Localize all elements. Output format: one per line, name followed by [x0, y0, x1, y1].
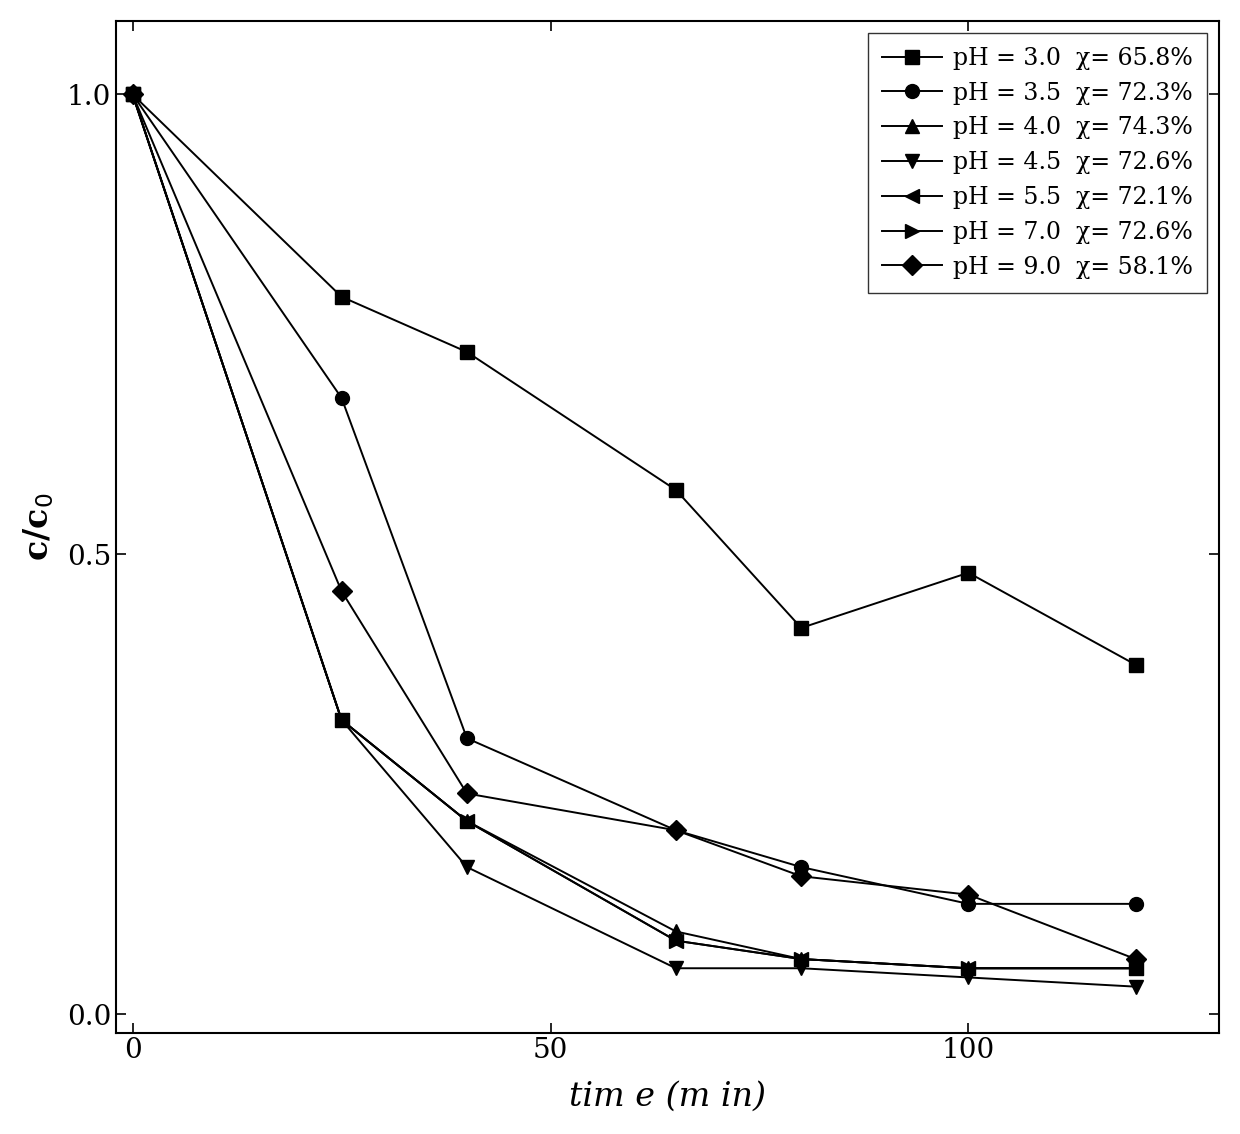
pH = 3.0  χ= 65.8% — [961, 566, 976, 579]
pH = 3.0  χ= 65.8% — [460, 345, 475, 358]
pH = 7.0  χ= 72.6% — [1128, 962, 1143, 975]
pH = 7.0  χ= 72.6% — [125, 87, 140, 101]
pH = 5.5  χ= 72.1% — [125, 87, 140, 101]
pH = 3.0  χ= 65.8% — [334, 290, 348, 304]
pH = 3.5  χ= 72.3% — [668, 823, 683, 837]
pH = 3.5  χ= 72.3% — [794, 861, 808, 874]
Line: pH = 7.0  χ= 72.6%: pH = 7.0 χ= 72.6% — [125, 87, 1142, 975]
pH = 3.5  χ= 72.3% — [961, 897, 976, 911]
pH = 4.0  χ= 74.3% — [961, 962, 976, 975]
pH = 4.5  χ= 72.6% — [334, 713, 348, 727]
pH = 9.0  χ= 58.1% — [1128, 953, 1143, 966]
pH = 7.0  χ= 72.6% — [460, 814, 475, 828]
pH = 3.0  χ= 65.8% — [1128, 658, 1143, 671]
pH = 4.5  χ= 72.6% — [961, 971, 976, 984]
pH = 3.0  χ= 65.8% — [668, 483, 683, 497]
pH = 7.0  χ= 72.6% — [668, 934, 683, 948]
pH = 4.5  χ= 72.6% — [794, 962, 808, 975]
pH = 9.0  χ= 58.1% — [794, 870, 808, 883]
pH = 5.5  χ= 72.1% — [794, 953, 808, 966]
pH = 5.5  χ= 72.1% — [334, 713, 348, 727]
pH = 4.0  χ= 74.3% — [460, 814, 475, 828]
Y-axis label: c/c$_0$: c/c$_0$ — [21, 492, 56, 561]
pH = 3.5  χ= 72.3% — [125, 87, 140, 101]
Line: pH = 9.0  χ= 58.1%: pH = 9.0 χ= 58.1% — [125, 87, 1142, 966]
pH = 4.5  χ= 72.6% — [125, 87, 140, 101]
pH = 9.0  χ= 58.1% — [125, 87, 140, 101]
pH = 5.5  χ= 72.1% — [961, 962, 976, 975]
pH = 3.5  χ= 72.3% — [334, 391, 348, 405]
pH = 3.5  χ= 72.3% — [460, 731, 475, 745]
pH = 4.5  χ= 72.6% — [460, 861, 475, 874]
pH = 9.0  χ= 58.1% — [334, 584, 348, 598]
pH = 3.0  χ= 65.8% — [794, 621, 808, 635]
pH = 4.5  χ= 72.6% — [1128, 980, 1143, 993]
pH = 3.0  χ= 65.8% — [125, 87, 140, 101]
pH = 4.0  χ= 74.3% — [668, 924, 683, 938]
pH = 5.5  χ= 72.1% — [668, 934, 683, 948]
pH = 9.0  χ= 58.1% — [668, 823, 683, 837]
pH = 4.0  χ= 74.3% — [794, 953, 808, 966]
pH = 3.5  χ= 72.3% — [1128, 897, 1143, 911]
Legend: pH = 3.0  χ= 65.8%, pH = 3.5  χ= 72.3%, pH = 4.0  χ= 74.3%, pH = 4.5  χ= 72.6%, : pH = 3.0 χ= 65.8%, pH = 3.5 χ= 72.3%, pH… — [868, 33, 1208, 293]
Line: pH = 3.0  χ= 65.8%: pH = 3.0 χ= 65.8% — [125, 87, 1142, 671]
pH = 4.0  χ= 74.3% — [125, 87, 140, 101]
pH = 5.5  χ= 72.1% — [460, 814, 475, 828]
pH = 4.0  χ= 74.3% — [334, 713, 348, 727]
pH = 7.0  χ= 72.6% — [334, 713, 348, 727]
pH = 4.5  χ= 72.6% — [668, 962, 683, 975]
pH = 5.5  χ= 72.1% — [1128, 962, 1143, 975]
pH = 7.0  χ= 72.6% — [794, 953, 808, 966]
pH = 9.0  χ= 58.1% — [460, 787, 475, 801]
Line: pH = 3.5  χ= 72.3%: pH = 3.5 χ= 72.3% — [125, 87, 1142, 911]
pH = 7.0  χ= 72.6% — [961, 962, 976, 975]
pH = 4.0  χ= 74.3% — [1128, 962, 1143, 975]
pH = 9.0  χ= 58.1% — [961, 888, 976, 902]
Line: pH = 4.5  χ= 72.6%: pH = 4.5 χ= 72.6% — [125, 87, 1142, 993]
Line: pH = 4.0  χ= 74.3%: pH = 4.0 χ= 74.3% — [125, 87, 1142, 975]
Line: pH = 5.5  χ= 72.1%: pH = 5.5 χ= 72.1% — [125, 87, 1142, 975]
X-axis label: tim e (m in): tim e (m in) — [569, 1081, 766, 1114]
